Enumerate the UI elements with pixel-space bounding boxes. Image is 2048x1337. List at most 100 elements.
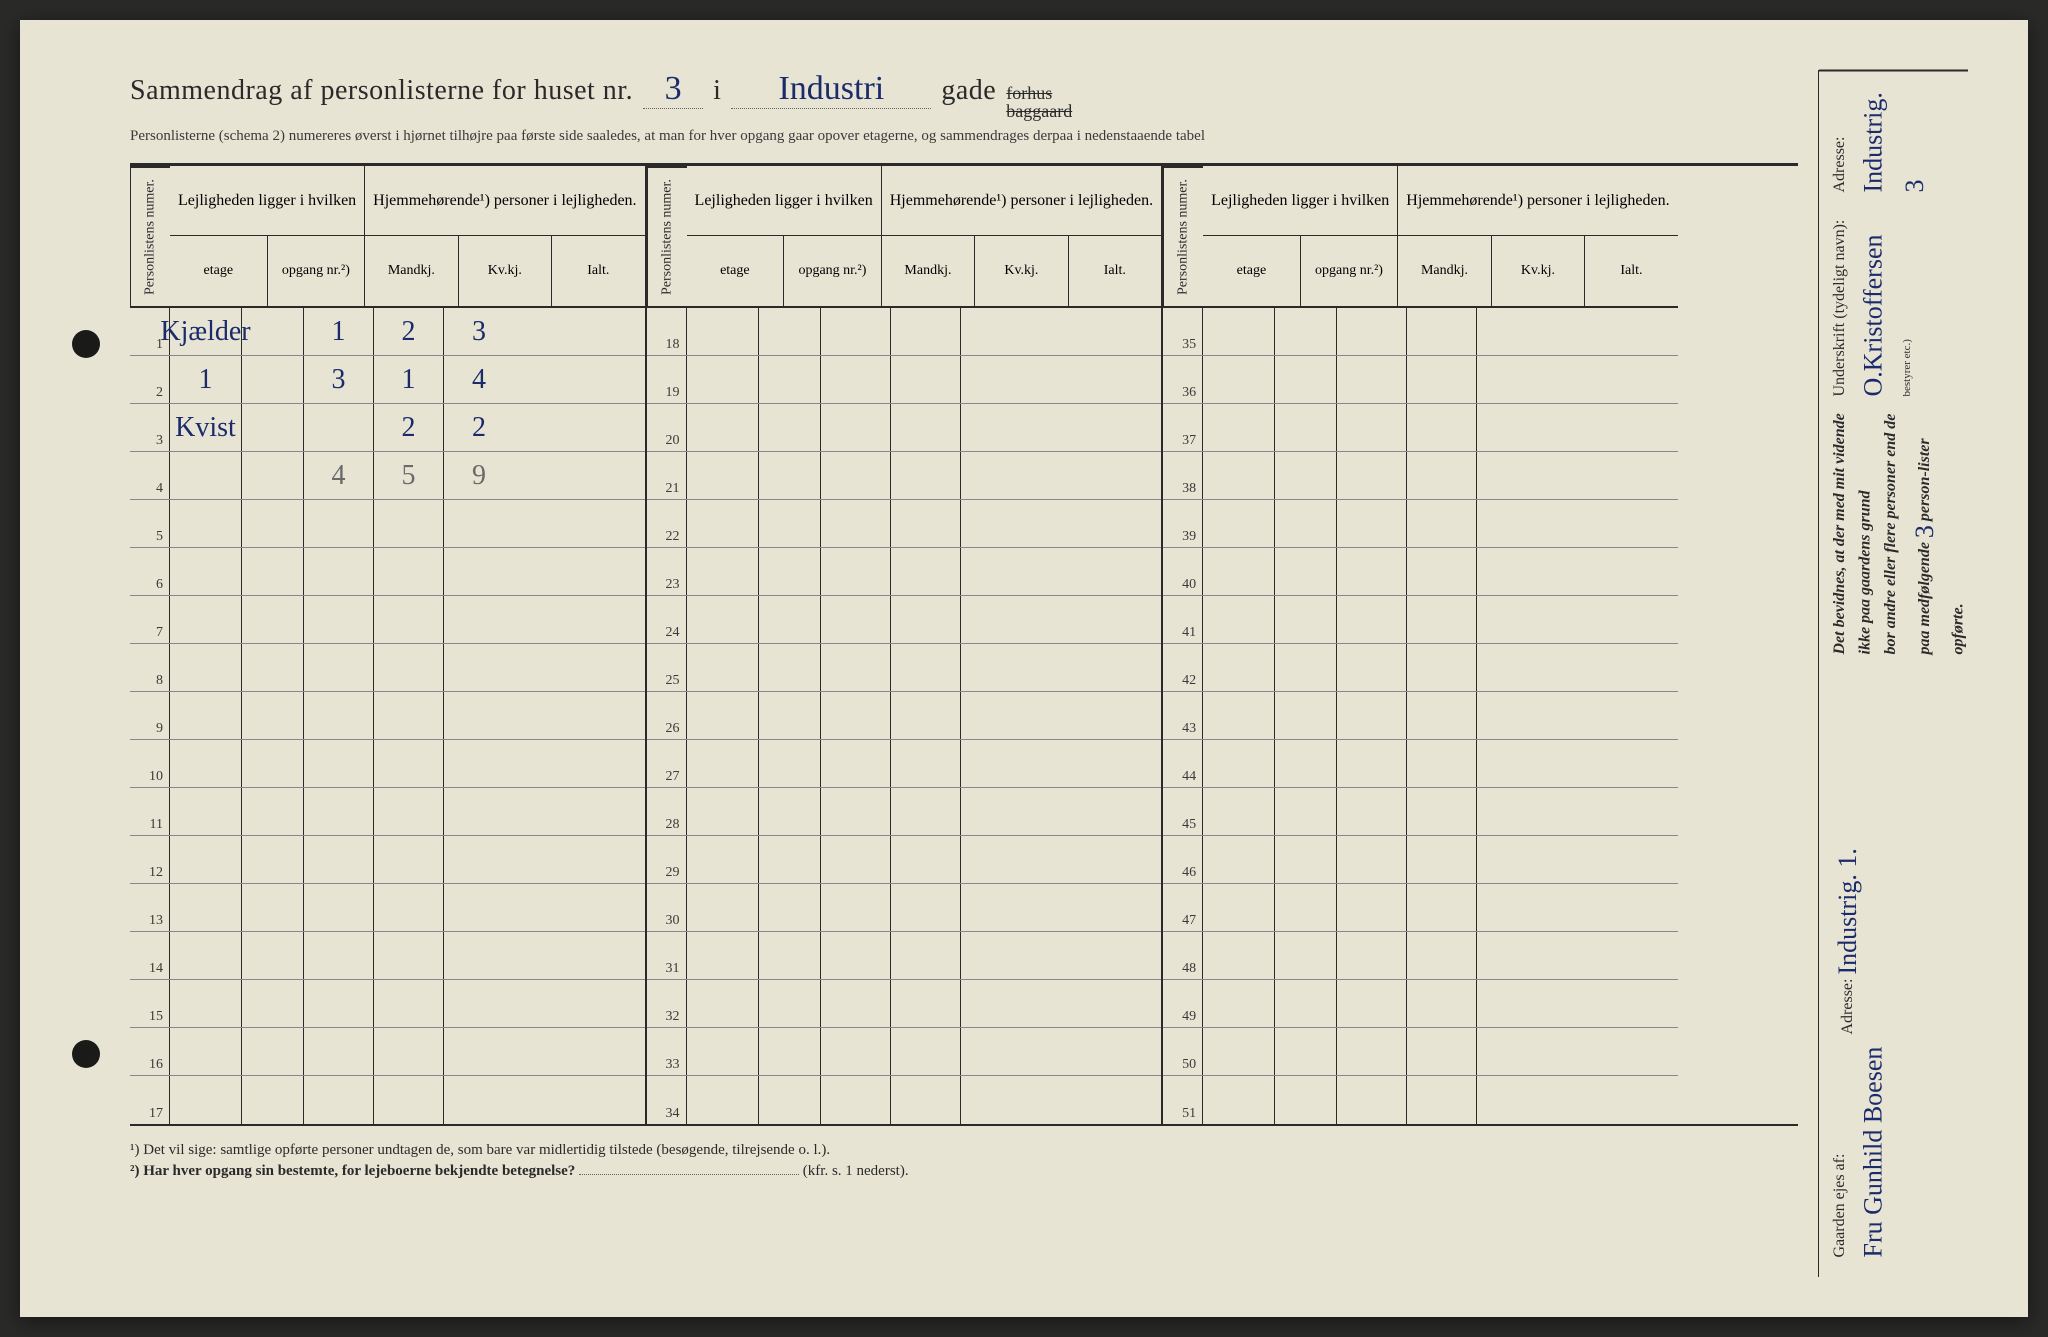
cell-opgang <box>242 596 304 643</box>
address-line-1: Adresse: Industrig. 3 <box>1827 92 1960 192</box>
cell-kvkj <box>374 836 444 883</box>
address-line-2: Adresse: Industrig. 1. <box>1827 848 1960 1034</box>
cell-mandkj <box>1337 980 1407 1027</box>
cell-opgang <box>242 404 304 451</box>
cell-ialt <box>444 836 514 883</box>
cell-kvkj <box>1407 548 1477 595</box>
cell-mandkj <box>1337 308 1407 355</box>
row-number: 32 <box>647 980 687 1027</box>
row-number: 49 <box>1163 980 1203 1027</box>
subtitle: Personlisterne (schema 2) numereres øver… <box>130 128 1798 145</box>
cell-etage <box>1203 308 1275 355</box>
table-row: 17 <box>130 1076 645 1124</box>
col-mandkj: Mandkj. <box>882 236 975 306</box>
table-row: 7 <box>130 596 645 644</box>
cell-opgang <box>242 980 304 1027</box>
cell-etage <box>687 788 759 835</box>
cell-opgang <box>242 884 304 931</box>
cell-opgang <box>759 404 821 451</box>
row-number: 31 <box>647 932 687 979</box>
cell-kvkj <box>891 932 961 979</box>
cell-opgang <box>759 1076 821 1124</box>
cell-opgang <box>242 452 304 499</box>
cell-etage <box>1203 404 1275 451</box>
cell-ialt <box>961 452 1031 499</box>
main-content: Sammendrag af personlisterne for huset n… <box>130 70 1798 1277</box>
cell-etage <box>1203 836 1275 883</box>
cell-kvkj: 2 <box>374 404 444 451</box>
table-section-3: Personlistens numer. Lejligheden ligger … <box>1163 166 1678 1124</box>
cell-mandkj: 4 <box>304 452 374 499</box>
cell-etage <box>170 644 242 691</box>
table-row: 37 <box>1163 404 1678 452</box>
cell-ialt: 2 <box>444 404 514 451</box>
signature-line: Underskrift (tydeligt navn): O.Kristoffe… <box>1827 204 1960 396</box>
col-hjemme: Hjemmehørende¹) personer i lejligheden. <box>365 166 644 236</box>
cell-etage <box>170 884 242 931</box>
cell-ialt <box>1477 1076 1547 1124</box>
cell-kvkj <box>374 1076 444 1124</box>
col-hjemme: Hjemmehørende¹) personer i lejligheden. <box>882 166 1161 236</box>
footnote-1: ¹) Det vil sige: samtlige opførte person… <box>130 1142 1798 1159</box>
row-number: 11 <box>130 788 170 835</box>
cell-kvkj <box>374 788 444 835</box>
cell-opgang <box>759 884 821 931</box>
table-row: 34 <box>647 1076 1162 1124</box>
col-etage: etage <box>170 236 268 306</box>
cell-mandkj <box>821 404 891 451</box>
table-row: 12 <box>130 836 645 884</box>
punch-hole <box>72 330 100 358</box>
cell-etage <box>170 932 242 979</box>
cell-kvkj <box>891 404 961 451</box>
cell-opgang <box>759 644 821 691</box>
col-kvkj: Kv.kj. <box>975 236 1068 306</box>
cell-ialt <box>1477 836 1547 883</box>
cell-ialt <box>444 788 514 835</box>
cell-kvkj <box>374 548 444 595</box>
cell-kvkj <box>1407 356 1477 403</box>
table-row: 44 <box>1163 740 1678 788</box>
cell-opgang <box>759 836 821 883</box>
cell-etage <box>687 548 759 595</box>
cell-kvkj <box>891 500 961 547</box>
cell-kvkj <box>1407 932 1477 979</box>
cell-mandkj <box>1337 740 1407 787</box>
cell-kvkj <box>374 884 444 931</box>
cell-opgang <box>759 548 821 595</box>
cell-ialt <box>1477 884 1547 931</box>
row-number: 23 <box>647 548 687 595</box>
cell-kvkj <box>891 788 961 835</box>
row-number: 43 <box>1163 692 1203 739</box>
punch-hole <box>72 1040 100 1068</box>
cell-kvkj <box>1407 500 1477 547</box>
cell-ialt <box>444 932 514 979</box>
cell-kvkj <box>891 548 961 595</box>
cell-opgang <box>1275 1076 1337 1124</box>
cell-ialt <box>961 596 1031 643</box>
table-row: 18 <box>647 308 1162 356</box>
cell-mandkj <box>1337 884 1407 931</box>
attest-text: Det bevidnes, at der med mit vidende ikk… <box>1827 409 1960 655</box>
cell-mandkj <box>1337 1076 1407 1124</box>
cell-kvkj <box>1407 836 1477 883</box>
cell-ialt <box>444 980 514 1027</box>
table-row: 30 <box>647 884 1162 932</box>
cell-etage <box>1203 980 1275 1027</box>
table-row: 23 <box>647 548 1162 596</box>
cell-etage <box>1203 1076 1275 1124</box>
cell-ialt <box>961 308 1031 355</box>
cell-mandkj <box>821 788 891 835</box>
side-panel: Det bevidnes, at der med mit vidende ikk… <box>1818 70 1968 1277</box>
cell-ialt <box>961 884 1031 931</box>
cell-ialt <box>1477 644 1547 691</box>
cell-kvkj <box>1407 788 1477 835</box>
table-row: 16 <box>130 1028 645 1076</box>
cell-etage <box>687 1076 759 1124</box>
row-number: 26 <box>647 692 687 739</box>
col-opgang: opgang nr.²) <box>268 236 365 306</box>
cell-mandkj <box>821 1076 891 1124</box>
cell-opgang <box>242 1028 304 1075</box>
cell-etage <box>170 1028 242 1075</box>
cell-etage <box>687 1028 759 1075</box>
row-number: 5 <box>130 500 170 547</box>
